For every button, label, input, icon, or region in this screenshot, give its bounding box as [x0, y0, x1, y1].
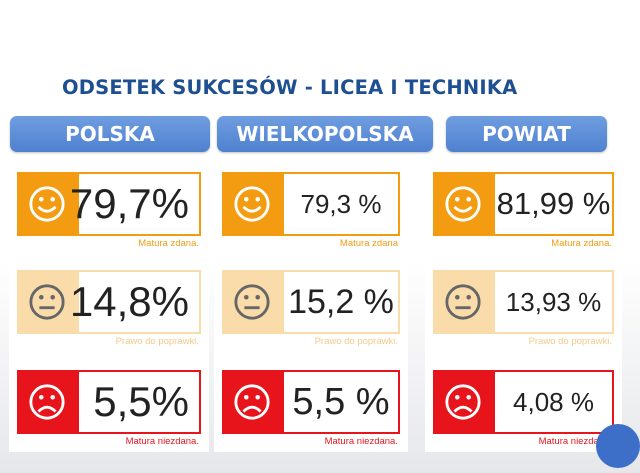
pass-caption: Matura zdana.: [138, 238, 199, 249]
pass-row: 79,7% Matura zdana.: [17, 172, 201, 249]
retake-caption: Prawo do poprawki.: [528, 336, 612, 347]
fail-value: 4,08 %: [493, 370, 614, 434]
slide-corner-decoration: [596, 424, 640, 468]
fail-caption: Matura niezdana.: [538, 436, 612, 447]
header-powiat: POWIAT: [446, 116, 607, 152]
fail-caption: Matura niezdana.: [125, 436, 199, 447]
fail-value: 5,5%: [77, 370, 201, 434]
retake-row: 14,8% Prawo do poprawki.: [17, 270, 201, 347]
sad-face-icon: [17, 370, 77, 434]
smiley-icon: [433, 172, 493, 236]
panel-polska: 79,7% Matura zdana. 14,8% Prawo do popra…: [9, 164, 209, 452]
fail-caption: Matura niezdana.: [324, 436, 398, 447]
retake-value: 13,93 %: [493, 270, 614, 334]
page-title: ODSETEK SUKCESÓW - LICEA I TECHNIKA: [62, 76, 518, 99]
retake-caption: Prawo do poprawki.: [115, 336, 199, 347]
pass-caption: Matura zdana: [339, 238, 398, 249]
retake-value: 15,2 %: [282, 270, 400, 334]
fail-row: 5,5% Matura niezdana.: [17, 370, 201, 447]
smiley-icon: [17, 172, 77, 236]
smiley-icon: [222, 172, 282, 236]
neutral-face-icon: [17, 270, 77, 334]
pass-value: 79,7%: [70, 172, 201, 236]
sad-face-icon: [433, 370, 493, 434]
retake-row: 13,93 % Prawo do poprawki.: [433, 270, 614, 347]
pass-value: 81,99 %: [493, 172, 614, 236]
pass-row: 81,99 % Matura zdana.: [433, 172, 614, 249]
fail-row: 4,08 % Matura niezdana.: [433, 370, 614, 447]
retake-value: 14,8%: [70, 270, 201, 334]
fail-row: 5,5 % Matura niezdana.: [222, 370, 400, 447]
pass-caption: Matura zdana.: [551, 238, 612, 249]
retake-row: 15,2 % Prawo do poprawki.: [222, 270, 400, 347]
sad-face-icon: [222, 370, 282, 434]
neutral-face-icon: [222, 270, 282, 334]
neutral-face-icon: [433, 270, 493, 334]
pass-value: 79,3 %: [282, 172, 400, 236]
panel-powiat: 81,99 % Matura zdana. 13,93 % Prawo do p…: [425, 164, 622, 452]
header-polska: POLSKA: [10, 116, 210, 152]
header-wielkopolska: WIELKOPOLSKA: [217, 116, 433, 152]
pass-row: 79,3 % Matura zdana: [222, 172, 400, 249]
panel-wielkopolska: 79,3 % Matura zdana 15,2 % Prawo do popr…: [214, 164, 408, 452]
fail-value: 5,5 %: [282, 370, 400, 434]
retake-caption: Prawo do poprawki.: [314, 336, 398, 347]
